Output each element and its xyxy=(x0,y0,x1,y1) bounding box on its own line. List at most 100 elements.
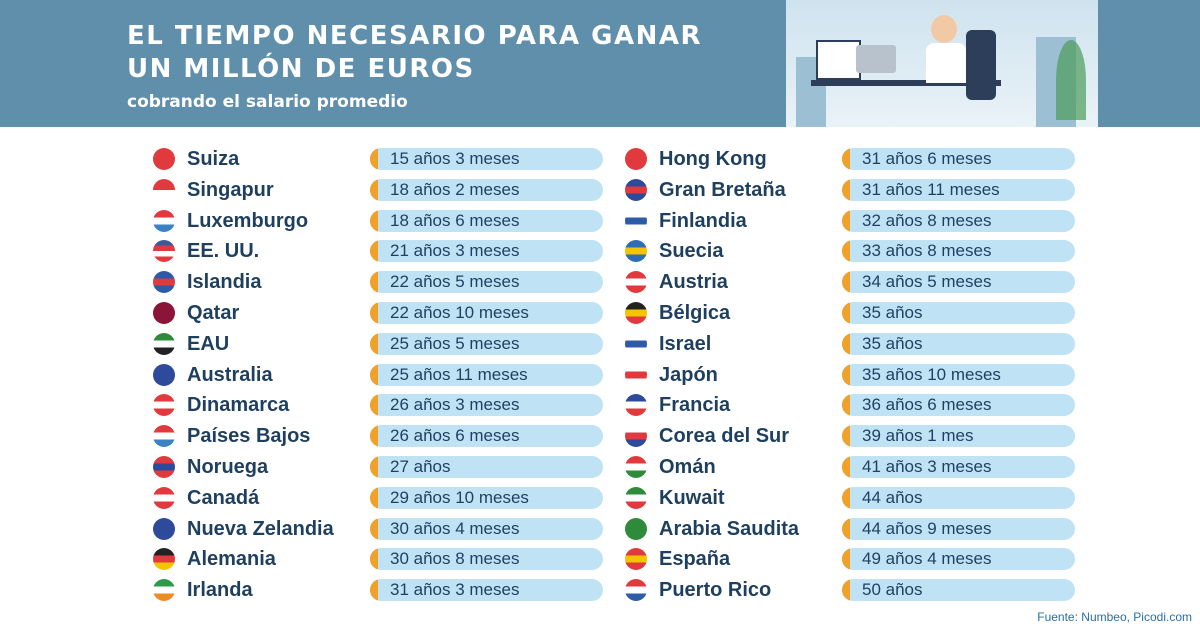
country-row: Bélgica xyxy=(625,301,845,325)
country-name: EAU xyxy=(187,332,230,355)
flag-icon xyxy=(153,148,175,170)
country-row: Puerto Rico xyxy=(625,578,845,602)
time-label: 18 años 2 meses xyxy=(390,179,520,199)
flag-icon xyxy=(153,456,175,478)
country-row: Noruega xyxy=(153,455,373,479)
time-bar-accent xyxy=(370,486,378,509)
time-bar-accent xyxy=(842,517,850,540)
time-label: 35 años xyxy=(862,303,923,322)
country-name: Noruega xyxy=(187,456,269,478)
office-illustration xyxy=(786,0,1098,127)
time-bar-accent xyxy=(842,302,850,324)
flag-icon xyxy=(625,456,647,478)
time-bar-accent xyxy=(370,178,378,201)
time-bar-accent xyxy=(370,240,378,263)
time-label: 31 años 11 meses xyxy=(862,179,1000,199)
time-label: 34 años 5 meses xyxy=(862,272,992,292)
flag-icon xyxy=(153,425,175,448)
time-label: 35 años 10 meses xyxy=(862,364,1001,384)
time-bar: 30 años 8 meses xyxy=(370,548,603,571)
time-label: 30 años 4 meses xyxy=(390,518,520,538)
country-row: Israel xyxy=(625,332,845,356)
time-label: 36 años 6 meses xyxy=(862,395,992,415)
time-label: 44 años 9 meses xyxy=(862,518,992,538)
country-row: Alemania xyxy=(153,547,373,571)
country-row: Kuwait xyxy=(625,486,845,510)
title-line-1: EL TIEMPO NECESARIO PARA GANAR xyxy=(127,21,703,51)
country-row: Austria xyxy=(625,270,845,294)
time-bar-accent xyxy=(842,486,850,509)
country-name: Australia xyxy=(187,363,273,386)
flag-icon xyxy=(153,394,175,417)
time-bar: 22 años 10 meses xyxy=(370,302,603,324)
time-bar-accent xyxy=(842,271,850,294)
country-name: EE. UU. xyxy=(187,240,260,263)
flag-icon xyxy=(153,209,175,232)
country-row: Dinamarca xyxy=(153,393,373,417)
time-bar-accent xyxy=(842,425,850,448)
flag-icon xyxy=(625,209,647,232)
time-bar-accent xyxy=(370,209,378,232)
time-bar-accent xyxy=(370,302,378,324)
flag-icon xyxy=(153,178,175,201)
flag-icon xyxy=(625,302,647,324)
time-bar: 35 años xyxy=(842,332,1075,355)
time-bar: 39 años 1 mes xyxy=(842,425,1075,448)
country-row: Omán xyxy=(625,455,845,479)
time-bar-accent xyxy=(370,394,378,417)
country-name: Suiza xyxy=(187,148,240,170)
country-name: Kuwait xyxy=(659,486,725,509)
country-row: Hong Kong xyxy=(625,147,845,171)
country-name: Luxemburgo xyxy=(187,209,309,232)
time-bar-accent xyxy=(370,271,378,294)
country-name: Alemania xyxy=(187,548,276,571)
country-row: Francia xyxy=(625,393,845,417)
country-row: Singapur xyxy=(153,178,373,202)
flag-icon xyxy=(153,302,175,324)
country-row: Suecia xyxy=(625,239,845,263)
time-label: 50 años xyxy=(862,580,923,600)
country-name: Arabia Saudita xyxy=(659,517,800,540)
time-label: 22 años 10 meses xyxy=(390,303,529,322)
country-row: Qatar xyxy=(153,301,373,325)
country-row: Irlanda xyxy=(153,578,373,602)
time-bar-accent xyxy=(370,548,378,571)
time-bar-accent xyxy=(842,240,850,263)
time-label: 39 años 1 mes xyxy=(862,426,974,446)
flag-icon xyxy=(625,363,647,386)
time-label: 44 años xyxy=(862,487,923,507)
country-row: Nueva Zelandia xyxy=(153,517,373,541)
time-bar-accent xyxy=(370,425,378,448)
time-bar-accent xyxy=(842,456,850,478)
country-name: Japón xyxy=(659,363,718,386)
flag-icon xyxy=(625,425,647,448)
country-name: Omán xyxy=(659,456,716,478)
time-bar-accent xyxy=(842,548,850,571)
country-name: Bélgica xyxy=(659,302,731,324)
time-label: 33 años 8 meses xyxy=(862,241,992,261)
page-title: EL TIEMPO NECESARIO PARA GANAR UN MILLÓN… xyxy=(127,20,702,86)
country-name: Austria xyxy=(659,271,728,294)
country-row: Australia xyxy=(153,363,373,387)
country-name: Corea del Sur xyxy=(659,425,790,448)
flag-icon xyxy=(625,517,647,540)
flag-icon xyxy=(153,517,175,540)
time-bar: 49 años 4 meses xyxy=(842,548,1075,571)
country-row: Islandia xyxy=(153,270,373,294)
country-name: Qatar xyxy=(187,302,240,324)
time-label: 25 años 11 meses xyxy=(390,364,528,384)
time-label: 31 años 6 meses xyxy=(862,149,992,168)
flag-icon xyxy=(153,332,175,355)
country-name: Nueva Zelandia xyxy=(187,517,334,540)
country-name: Hong Kong xyxy=(659,148,767,170)
time-bar: 27 años xyxy=(370,456,603,478)
title-line-2: UN MILLÓN DE EUROS xyxy=(127,54,475,84)
time-bar: 41 años 3 meses xyxy=(842,456,1075,478)
country-row: Canadá xyxy=(153,486,373,510)
time-label: 25 años 5 meses xyxy=(390,333,520,353)
time-bar: 36 años 6 meses xyxy=(842,394,1075,417)
time-label: 27 años xyxy=(390,457,451,476)
country-name: Dinamarca xyxy=(187,394,290,417)
time-label: 41 años 3 meses xyxy=(862,457,992,476)
country-name: Finlandia xyxy=(659,209,747,232)
